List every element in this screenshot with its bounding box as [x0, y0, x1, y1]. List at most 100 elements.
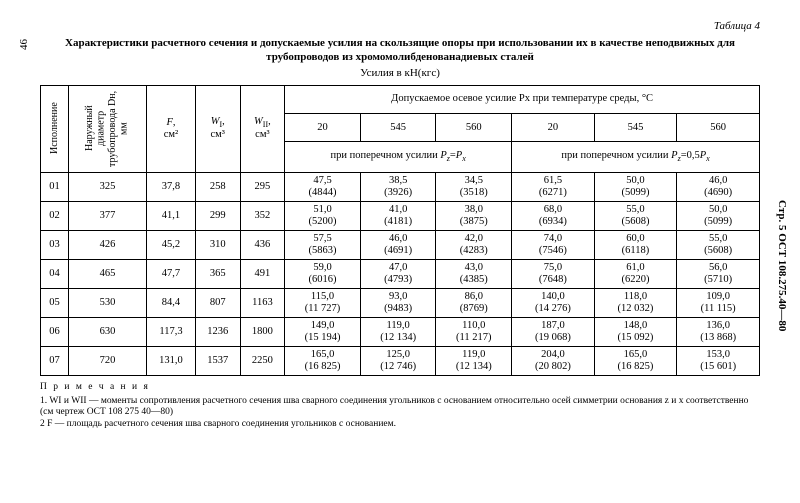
data-cell: 204,0(20 802)	[512, 347, 595, 376]
data-cell: 377	[68, 201, 146, 230]
note-2: 2 F — площадь расчетного сечения шва сва…	[40, 419, 396, 429]
data-cell: 46,0(4690)	[677, 172, 760, 201]
table-row: 0237741,129935251,0(5200)41,0(4181)38,0(…	[41, 201, 760, 230]
data-cell: 807	[195, 289, 240, 318]
table-row: 0342645,231043657,5(5863)46,0(4691)42,0(…	[41, 230, 760, 259]
data-cell: 05	[41, 289, 69, 318]
data-table: Исполнение Наружный диаметр трубопровода…	[40, 85, 760, 377]
table-label: Таблица 4	[40, 20, 760, 32]
subhead-right: при поперечном усилии Pz=0,5Px	[512, 142, 760, 172]
page-number-left: 46	[18, 39, 30, 50]
data-cell: 41,1	[147, 201, 196, 230]
data-cell: 310	[195, 230, 240, 259]
data-cell: 02	[41, 201, 69, 230]
col-t20-a: 20	[285, 113, 361, 141]
data-cell: 352	[240, 201, 285, 230]
data-cell: 56,0(5710)	[677, 259, 760, 288]
col-w1: WI,см³	[195, 85, 240, 172]
data-cell: 86,0(8769)	[436, 289, 512, 318]
data-cell: 37,8	[147, 172, 196, 201]
table-row: 07720131,015372250165,0(16 825)125,0(12 …	[41, 347, 760, 376]
table-row: 0553084,48071163115,0(11 727)93,0(9483)8…	[41, 289, 760, 318]
data-cell: 06	[41, 318, 69, 347]
data-cell: 42,0(4283)	[436, 230, 512, 259]
page-number-right: Стр. 5 ОСТ 108.275.40—80	[776, 200, 788, 331]
data-cell: 140,0(14 276)	[512, 289, 595, 318]
data-cell: 46,0(4691)	[360, 230, 436, 259]
data-cell: 119,0(12 134)	[360, 318, 436, 347]
data-cell: 1537	[195, 347, 240, 376]
data-cell: 61,5(6271)	[512, 172, 595, 201]
data-cell: 38,0(3875)	[436, 201, 512, 230]
table-row: 06630117,312361800149,0(15 194)119,0(12 …	[41, 318, 760, 347]
data-cell: 149,0(15 194)	[285, 318, 361, 347]
col-ispolnenie: Исполнение	[41, 85, 69, 172]
data-cell: 426	[68, 230, 146, 259]
data-cell: 43,0(4385)	[436, 259, 512, 288]
data-cell: 258	[195, 172, 240, 201]
notes-heading: П р и м е ч а н и я	[40, 382, 150, 393]
data-cell: 295	[240, 172, 285, 201]
data-cell: 153,0(15 601)	[677, 347, 760, 376]
note-1: 1. WI и WII — моменты сопротивления расч…	[40, 396, 748, 417]
table-row: 0446547,736549159,0(6016)47,0(4793)43,0(…	[41, 259, 760, 288]
col-diameter: Наружный диаметр трубопровода Dн, мм	[68, 85, 146, 172]
data-cell: 117,3	[147, 318, 196, 347]
subhead-left: при поперечном усилии Pz=Px	[285, 142, 512, 172]
data-cell: 136,0(13 868)	[677, 318, 760, 347]
data-cell: 630	[68, 318, 146, 347]
table-title: Характеристики расчетного сечения и допу…	[40, 36, 760, 65]
data-cell: 50,0(5099)	[594, 172, 677, 201]
data-cell: 03	[41, 230, 69, 259]
col-w2: WII,см³	[240, 85, 285, 172]
data-cell: 60,0(6118)	[594, 230, 677, 259]
col-t20-b: 20	[512, 113, 595, 141]
data-cell: 165,0(16 825)	[594, 347, 677, 376]
data-cell: 1236	[195, 318, 240, 347]
data-cell: 109,0(11 115)	[677, 289, 760, 318]
data-cell: 325	[68, 172, 146, 201]
data-cell: 68,0(6934)	[512, 201, 595, 230]
data-cell: 365	[195, 259, 240, 288]
col-t545-b: 545	[594, 113, 677, 141]
col-t545-a: 545	[360, 113, 436, 141]
data-cell: 530	[68, 289, 146, 318]
data-cell: 34,5(3518)	[436, 172, 512, 201]
data-cell: 45,2	[147, 230, 196, 259]
data-cell: 115,0(11 727)	[285, 289, 361, 318]
data-cell: 299	[195, 201, 240, 230]
data-cell: 436	[240, 230, 285, 259]
data-cell: 47,7	[147, 259, 196, 288]
data-cell: 38,5(3926)	[360, 172, 436, 201]
data-cell: 84,4	[147, 289, 196, 318]
data-cell: 491	[240, 259, 285, 288]
table-subtitle: Усилия в кН(кгс)	[40, 67, 760, 79]
data-cell: 41,0(4181)	[360, 201, 436, 230]
data-cell: 57,5(5863)	[285, 230, 361, 259]
data-cell: 51,0(5200)	[285, 201, 361, 230]
data-cell: 165,0(16 825)	[285, 347, 361, 376]
data-cell: 50,0(5099)	[677, 201, 760, 230]
data-cell: 125,0(12 746)	[360, 347, 436, 376]
data-cell: 55,0(5608)	[594, 201, 677, 230]
data-cell: 187,0(19 068)	[512, 318, 595, 347]
data-cell: 1800	[240, 318, 285, 347]
data-cell: 61,0(6220)	[594, 259, 677, 288]
data-cell: 55,0(5608)	[677, 230, 760, 259]
data-cell: 720	[68, 347, 146, 376]
data-cell: 110,0(11 217)	[436, 318, 512, 347]
col-t560-a: 560	[436, 113, 512, 141]
data-cell: 148,0(15 092)	[594, 318, 677, 347]
data-cell: 93,0(9483)	[360, 289, 436, 318]
data-cell: 01	[41, 172, 69, 201]
data-cell: 74,0(7546)	[512, 230, 595, 259]
col-f: F,см²	[147, 85, 196, 172]
data-cell: 04	[41, 259, 69, 288]
data-cell: 465	[68, 259, 146, 288]
data-cell: 2250	[240, 347, 285, 376]
data-cell: 75,0(7648)	[512, 259, 595, 288]
col-axial-group: Допускаемое осевое усилие Px при темпера…	[285, 85, 760, 113]
data-cell: 118,0(12 032)	[594, 289, 677, 318]
data-cell: 47,5(4844)	[285, 172, 361, 201]
data-cell: 1163	[240, 289, 285, 318]
